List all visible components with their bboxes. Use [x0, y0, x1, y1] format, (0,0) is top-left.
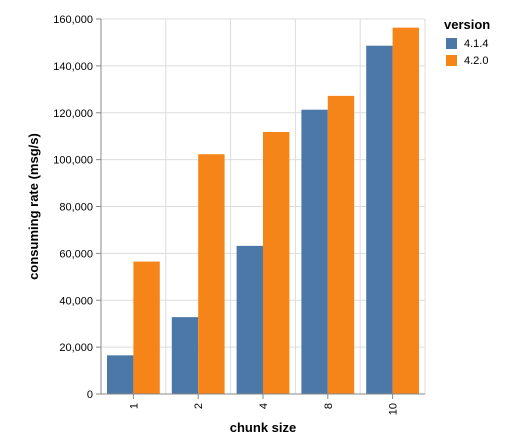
legend-swatch-4-2-0	[446, 55, 457, 66]
axes: 0 20,000 40,000 60,000 80,000 100,000 120,000 1…	[53, 14, 425, 415]
x-tick-label: 2	[193, 403, 205, 409]
y-tick-label: 160,000	[53, 14, 93, 26]
bar-4-2-0-chunk-4	[263, 131, 290, 394]
y-tick-label: 140,000	[53, 61, 93, 73]
bars	[107, 27, 419, 394]
bar-4-1-4-chunk-8	[301, 109, 328, 394]
axis-labels: consuming rate (msg/s) chunk size	[26, 133, 296, 435]
legend-title: version	[444, 17, 490, 32]
y-tick-label: 40,000	[59, 295, 93, 307]
legend: version 4.1.4 4.2.0	[444, 17, 490, 67]
y-tick-label: 80,000	[59, 202, 93, 214]
bar-4-1-4-chunk-2	[171, 317, 199, 394]
x-axis-title: chunk size	[230, 420, 296, 435]
y-tick-label: 20,000	[59, 342, 93, 354]
bar-4-2-0-chunk-2	[198, 154, 225, 394]
x-tick-label: 8	[323, 403, 335, 409]
bar-4-2-0-chunk-8	[327, 95, 355, 394]
bar-4-2-0-chunk-10	[392, 27, 419, 394]
bar-4-1-4-chunk-1	[107, 355, 134, 394]
legend-label-4-1-4: 4.1.4	[464, 38, 488, 50]
bar-4-2-0-chunk-1	[133, 261, 160, 394]
y-tick-label: 120,000	[53, 108, 93, 120]
bar-4-1-4-chunk-10	[366, 45, 393, 394]
y-tick-label: 0	[87, 389, 93, 401]
x-tick-label: 4	[258, 403, 270, 409]
y-tick-label: 100,000	[53, 155, 93, 167]
legend-label-4-2-0: 4.2.0	[464, 55, 488, 67]
legend-swatch-4-1-4	[446, 38, 457, 49]
x-tick-label: 1	[128, 403, 140, 409]
y-tick-label: 60,000	[59, 248, 93, 260]
bar-4-1-4-chunk-4	[236, 245, 263, 394]
x-tick-label: 10	[388, 403, 400, 415]
y-axis-title: consuming rate (msg/s)	[26, 133, 41, 280]
